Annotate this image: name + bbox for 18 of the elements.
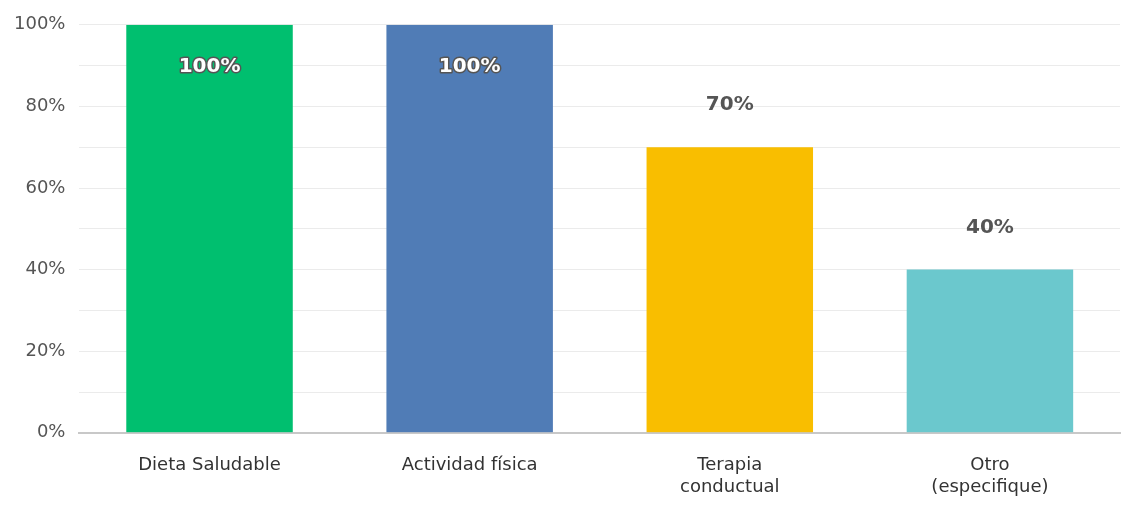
x-tick-label: Actividad física [401, 453, 538, 475]
bar [906, 269, 1074, 433]
data-label: 70% [705, 91, 754, 116]
y-tick-label: 60% [25, 175, 66, 197]
y-tick-label: 80% [25, 94, 66, 116]
y-tick-label: 20% [25, 338, 66, 360]
x-tick-label: Otro (especifique) [931, 453, 1049, 496]
data-label: 100% [178, 53, 241, 77]
x-tick-label: Dieta Saludable [138, 453, 281, 475]
bar [126, 24, 293, 433]
bar [646, 147, 814, 433]
x-tick-label: Terapia conductual [680, 453, 780, 496]
y-tick-label: 100% [13, 12, 66, 34]
data-label: 40% [965, 213, 1014, 238]
bar [386, 24, 553, 433]
data-label: 100% [438, 53, 501, 77]
y-tick-label: 0% [36, 420, 66, 442]
y-tick-label: 40% [25, 257, 66, 279]
